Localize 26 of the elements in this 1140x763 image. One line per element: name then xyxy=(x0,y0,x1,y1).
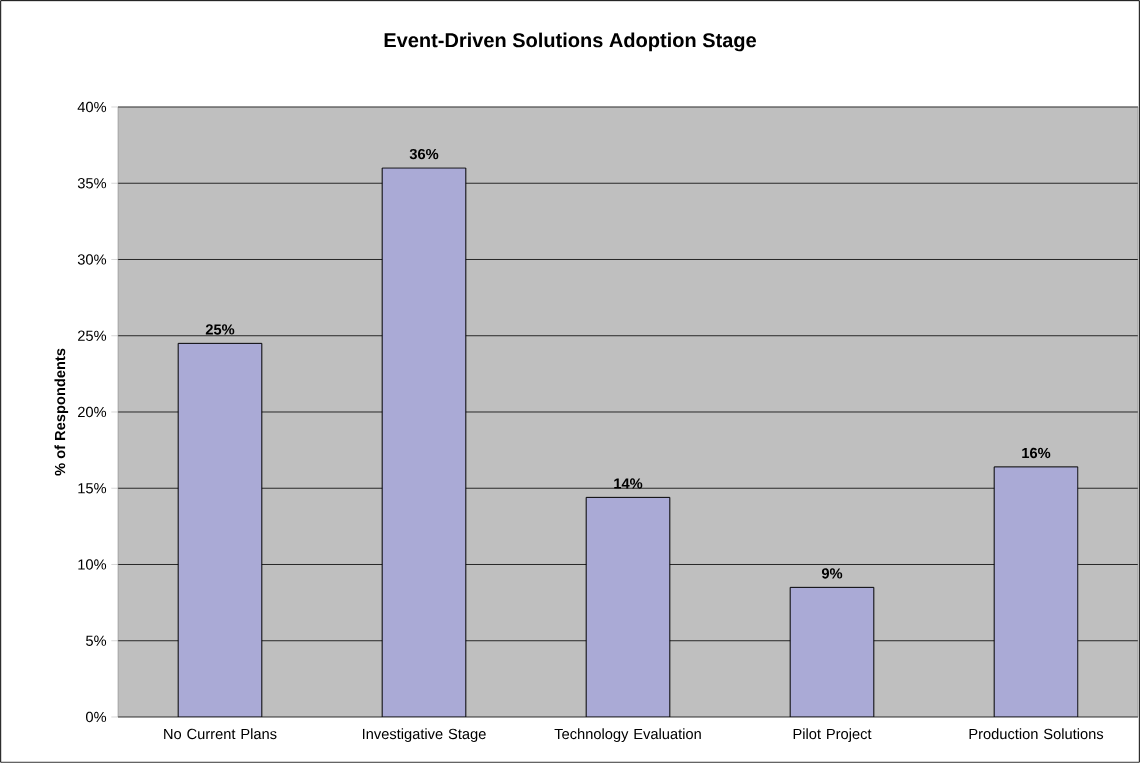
chart-title: Event-Driven Solutions Adoption Stage xyxy=(384,32,756,52)
data-label: 16% xyxy=(1022,447,1051,459)
bar xyxy=(789,586,875,717)
data-label: 14% xyxy=(614,478,643,489)
y-tick-label: 30% xyxy=(77,254,107,265)
y-tick-label: 35% xyxy=(77,178,107,189)
y-tick-label: 25% xyxy=(78,330,107,341)
data-label: 25% xyxy=(205,324,235,335)
bar xyxy=(177,342,263,717)
y-tick-label: 40% xyxy=(77,101,107,113)
data-label: 9% xyxy=(821,568,843,579)
y-tick-label: 0% xyxy=(85,711,107,723)
data-label: 36% xyxy=(409,148,439,160)
bar xyxy=(381,167,467,717)
x-tick-label: Investigative Stage xyxy=(362,728,486,743)
y-tick-label: 10% xyxy=(78,559,107,570)
x-tick-label: Production Solutions xyxy=(969,728,1104,740)
y-axis-title: % of Respondents xyxy=(54,348,69,476)
y-tick-label: 20% xyxy=(78,406,107,418)
y-tick-label: 15% xyxy=(78,483,107,494)
x-tick-label: No Current Plans xyxy=(164,728,277,740)
x-tick-label: Pilot Project xyxy=(793,728,872,743)
bar xyxy=(585,496,671,717)
y-tick-label: 5% xyxy=(86,635,107,646)
bar xyxy=(993,466,1079,717)
x-tick-label: Technology Evaluation xyxy=(554,728,701,743)
